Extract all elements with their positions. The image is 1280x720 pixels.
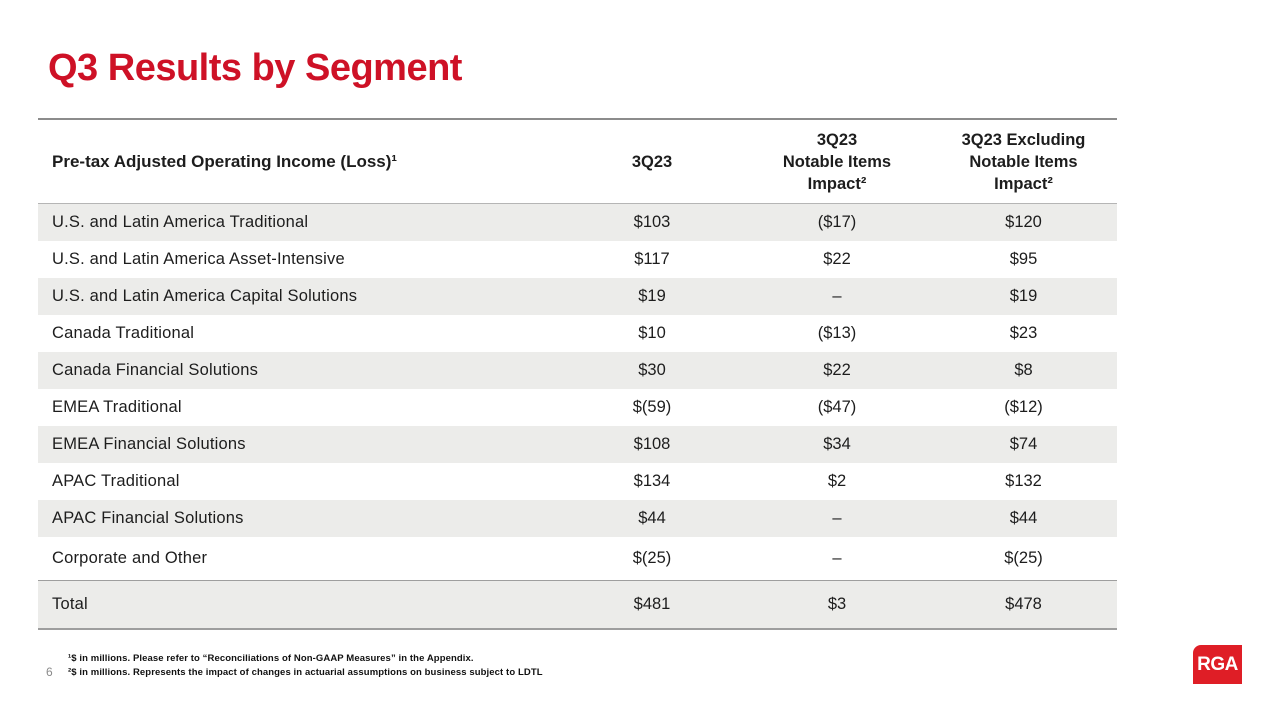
total-q3-value: $481 [633,595,671,613]
rga-logo-text: RGA [1197,653,1238,675]
excluding-notable-value: $23 [1009,324,1038,342]
excluding-notable-value: $120 [1005,213,1042,231]
excluding-notable-value: $(25) [1004,549,1043,567]
results-table: Pre-tax Adjusted Operating Income (Loss)… [38,118,1117,630]
table-row: EMEA Financial Solutions $108 $34 $74 [38,426,1117,463]
table-row: Canada Financial Solutions $30 $22 $8 [38,352,1117,389]
table-row: Canada Traditional $10 ($13) $23 [38,315,1117,352]
header-notable-items-impact: 3Q23 Notable Items Impact² [782,130,892,193]
segment-label: Canada Financial Solutions [52,361,259,379]
notable-items-value: ($47) [817,398,857,416]
notable-items-value: – [832,509,842,527]
excluding-notable-value: $19 [1009,287,1038,305]
notable-items-value: – [832,549,842,567]
footnote-2: ²$ in millions. Represents the impact of… [68,667,543,678]
table-row: U.S. and Latin America Asset-Intensive $… [38,241,1117,278]
q3-value: $19 [638,287,666,305]
total-notable-value: $3 [827,595,847,613]
table-total-row: Total $481 $3 $478 [38,580,1117,630]
notable-items-value: $34 [823,435,851,453]
total-label: Total [52,595,88,613]
q3-value: $117 [634,250,670,268]
rga-logo: RGA [1193,645,1242,684]
q3-value: $108 [633,435,671,453]
notable-items-value: $2 [827,472,847,490]
q3-value: $134 [633,472,671,490]
segment-label: APAC Financial Solutions [52,509,244,527]
page-title: Q3 Results by Segment [48,47,462,89]
segment-label: EMEA Traditional [52,398,182,416]
excluding-notable-value: ($12) [1004,398,1043,416]
notable-items-value: $22 [823,361,851,379]
excluding-notable-value: $132 [1005,472,1042,490]
footnote-1: ¹$ in millions. Please refer to “Reconci… [68,653,474,664]
excluding-notable-value: $44 [1009,509,1038,527]
notable-items-value: – [832,287,842,305]
q3-value: $103 [633,213,671,231]
header-3q23: 3Q23 [631,152,673,171]
q3-value: $10 [638,324,666,342]
notable-items-value: ($17) [817,213,857,231]
excluding-notable-value: $74 [1009,435,1038,453]
excluding-notable-value: $8 [1014,361,1033,379]
table-row: Corporate and Other $(25) – $(25) [38,537,1117,580]
header-income-loss: Pre-tax Adjusted Operating Income (Loss)… [52,151,398,171]
segment-label: EMEA Financial Solutions [52,435,246,453]
table-body: U.S. and Latin America Traditional $103 … [38,204,1117,580]
table-row: EMEA Traditional $(59) ($47) ($12) [38,389,1117,426]
table-row: U.S. and Latin America Traditional $103 … [38,204,1117,241]
notable-items-value: $22 [823,250,851,268]
q3-value: $30 [638,361,666,379]
q3-value: $(59) [632,398,672,416]
segment-label: U.S. and Latin America Traditional [52,213,309,231]
segment-label: U.S. and Latin America Asset-Intensive [52,250,345,268]
q3-value: $(25) [632,549,672,567]
page-number: 6 [46,665,53,679]
table-row: APAC Traditional $134 $2 $132 [38,463,1117,500]
table-header-row: Pre-tax Adjusted Operating Income (Loss)… [38,118,1117,204]
excluding-notable-value: $95 [1009,250,1038,268]
table-row: APAC Financial Solutions $44 – $44 [38,500,1117,537]
segment-label: APAC Traditional [52,472,180,490]
segment-label: Corporate and Other [52,549,208,567]
notable-items-value: ($13) [817,324,857,342]
segment-label: Canada Traditional [52,324,195,342]
footnotes: ¹$ in millions. Please refer to “Reconci… [68,652,543,680]
segment-label: U.S. and Latin America Capital Solutions [52,287,358,305]
total-excluding-value: $478 [1005,595,1042,613]
table-row: U.S. and Latin America Capital Solutions… [38,278,1117,315]
q3-value: $44 [638,509,666,527]
header-excluding-notable-items-impact: 3Q23 Excluding Notable Items Impact² [961,130,1086,193]
